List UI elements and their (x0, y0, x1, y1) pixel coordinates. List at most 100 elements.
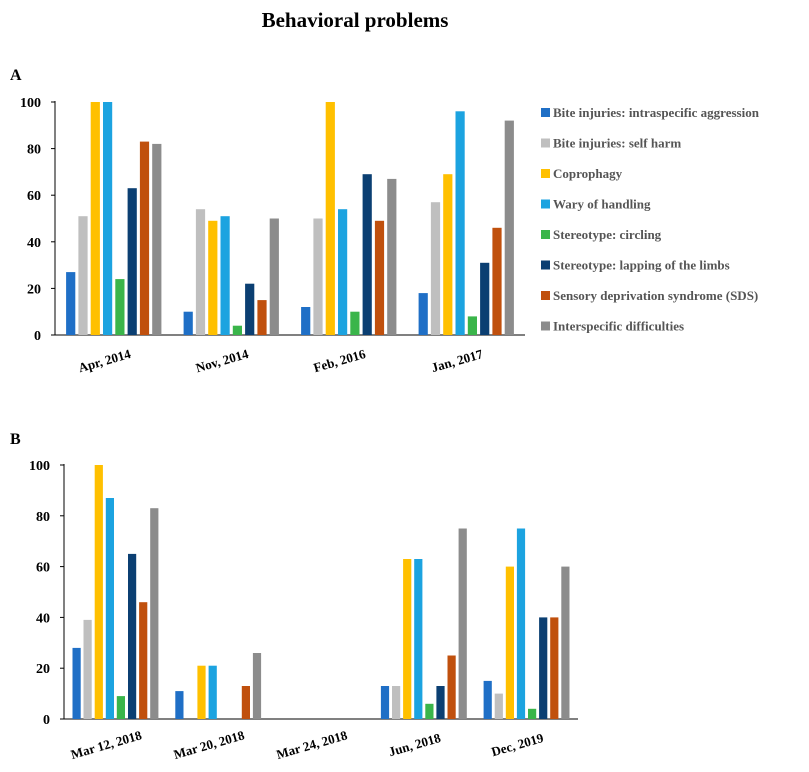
bar-sensory-deprivation-syndrome-sds-nov-2014 (257, 300, 267, 335)
bar-stereotype-lapping-of-the-limbs-feb-2016 (362, 174, 372, 335)
legend-swatch-bite-injuries-self-harm (541, 138, 550, 148)
x-category-label: Jan, 2017 (430, 346, 485, 375)
bar-sensory-deprivation-syndrome-sds-jun-2018 (447, 655, 456, 719)
y-tick-label: 20 (27, 282, 41, 297)
panel-a-chart: 0 20 40 60 80 100 Apr, 2014 Nov, 2014 Feb, 2016 J… (20, 96, 525, 375)
bar-coprophagy-dec-2019 (505, 566, 514, 719)
bar-stereotype-circling-mar-12-2018 (116, 696, 125, 719)
bar-stereotype-lapping-of-the-limbs-jan-2017 (480, 262, 490, 335)
bar-bite-injuries-self-harm-jun-2018 (392, 686, 401, 719)
x-category-label: Dec, 2019 (490, 730, 546, 759)
bar-stereotype-lapping-of-the-limbs-mar-12-2018 (128, 553, 137, 719)
bar-stereotype-circling-dec-2019 (528, 708, 537, 719)
bar-bite-injuries-intraspecific-aggression-jan-2017 (418, 293, 428, 335)
x-category-label: Mar 20, 2018 (172, 727, 247, 762)
bar-stereotype-lapping-of-the-limbs-jun-2018 (436, 686, 445, 719)
legend-label-sensory-deprivation-syndrome-sds: Sensory deprivation syndrome (SDS) (553, 288, 758, 303)
chart-title: Behavioral problems (262, 8, 449, 32)
y-tick-label: 80 (36, 510, 50, 525)
bar-bite-injuries-intraspecific-aggression-apr-2014 (66, 272, 76, 335)
bar-stereotype-lapping-of-the-limbs-apr-2014 (127, 188, 137, 335)
bar-interspecific-difficulties-dec-2019 (561, 566, 570, 719)
bar-wary-of-handling-feb-2016 (338, 209, 348, 335)
bar-coprophagy-mar-20-2018 (197, 665, 206, 719)
y-tick-label: 40 (36, 611, 50, 626)
bar-coprophagy-nov-2014 (208, 220, 218, 335)
legend-label-bite-injuries-self-harm: Bite injuries: self harm (553, 136, 681, 151)
bar-sensory-deprivation-syndrome-sds-dec-2019 (550, 617, 559, 719)
x-category-label: Nov, 2014 (194, 346, 251, 375)
y-tick-label: 80 (27, 143, 41, 158)
bar-stereotype-circling-apr-2014 (115, 279, 125, 335)
bar-interspecific-difficulties-apr-2014 (152, 143, 162, 335)
bar-bite-injuries-intraspecific-aggression-dec-2019 (483, 680, 492, 719)
bar-sensory-deprivation-syndrome-sds-mar-20-2018 (241, 686, 250, 719)
bar-bite-injuries-self-harm-nov-2014 (195, 209, 206, 335)
y-tick-label: 60 (27, 189, 41, 204)
bar-stereotype-circling-feb-2016 (350, 311, 360, 335)
bar-interspecific-difficulties-feb-2016 (387, 178, 397, 335)
y-tick-label: 20 (36, 662, 50, 677)
bar-interspecific-difficulties-mar-20-2018 (252, 653, 262, 719)
bar-bite-injuries-intraspecific-aggression-mar-12-2018 (72, 647, 81, 719)
bar-sensory-deprivation-syndrome-sds-feb-2016 (374, 220, 385, 335)
bar-coprophagy-jun-2018 (403, 559, 412, 719)
y-tick-label: 100 (20, 96, 41, 111)
y-tick-label: 0 (43, 713, 50, 728)
bar-wary-of-handling-apr-2014 (103, 102, 113, 335)
bar-wary-of-handling-nov-2014 (220, 216, 230, 335)
panel-b-label: B (10, 431, 21, 448)
bar-sensory-deprivation-syndrome-sds-mar-12-2018 (139, 602, 148, 719)
bar-interspecific-difficulties-jan-2017 (504, 120, 514, 335)
bar-bite-injuries-self-harm-mar-12-2018 (83, 619, 92, 719)
bar-wary-of-handling-mar-20-2018 (208, 665, 217, 719)
bar-bite-injuries-self-harm-feb-2016 (313, 218, 323, 335)
x-category-label: Mar 12, 2018 (69, 727, 144, 762)
bar-stereotype-lapping-of-the-limbs-nov-2014 (245, 283, 255, 335)
legend-label-coprophagy: Coprophagy (553, 166, 623, 181)
y-tick-label: 0 (34, 329, 41, 344)
y-tick-label: 40 (27, 236, 41, 251)
bar-coprophagy-jan-2017 (443, 174, 453, 335)
panel-b-chart: 0 20 40 60 80 100 Mar 12, 2018 Mar 20, 2018 Mar … (29, 459, 578, 762)
bar-wary-of-handling-mar-12-2018 (105, 498, 114, 719)
legend: Bite injuries: intraspecific aggression B… (541, 105, 760, 334)
legend-swatch-wary-of-handling (541, 199, 550, 209)
legend-label-bite-injuries-intraspecific-aggression: Bite injuries: intraspecific aggression (553, 105, 760, 120)
bar-bite-injuries-self-harm-dec-2019 (494, 693, 503, 719)
legend-label-wary-of-handling: Wary of handling (553, 197, 651, 212)
bar-stereotype-circling-jun-2018 (425, 703, 434, 719)
legend-swatch-stereotype-lapping-of-the-limbs (541, 260, 550, 270)
bar-interspecific-difficulties-nov-2014 (269, 218, 279, 335)
bar-bite-injuries-self-harm-apr-2014 (78, 216, 88, 335)
legend-swatch-bite-injuries-intraspecific-aggression (541, 108, 550, 117)
bar-wary-of-handling-jan-2017 (455, 111, 465, 335)
bar-coprophagy-mar-12-2018 (94, 465, 103, 719)
legend-swatch-coprophagy (541, 169, 550, 178)
legend-label-stereotype-circling: Stereotype: circling (553, 227, 662, 242)
bar-stereotype-circling-nov-2014 (232, 325, 242, 335)
bar-coprophagy-feb-2016 (325, 102, 335, 335)
bar-bite-injuries-intraspecific-aggression-feb-2016 (301, 307, 311, 335)
bar-sensory-deprivation-syndrome-sds-apr-2014 (139, 141, 150, 335)
bar-interspecific-difficulties-jun-2018 (458, 528, 467, 719)
x-category-label: Feb, 2016 (312, 346, 368, 375)
y-tick-label: 100 (29, 459, 50, 474)
bar-coprophagy-apr-2014 (90, 102, 100, 335)
legend-swatch-stereotype-circling (541, 230, 550, 239)
legend-swatch-interspecific-difficulties (541, 321, 550, 331)
legend-label-interspecific-difficulties: Interspecific difficulties (553, 319, 684, 334)
bar-wary-of-handling-jun-2018 (414, 559, 423, 719)
bar-bite-injuries-self-harm-jan-2017 (430, 202, 441, 335)
x-category-label: Mar 24, 2018 (275, 727, 350, 762)
x-category-label: Apr, 2014 (77, 346, 133, 375)
x-category-label: Jun, 2018 (387, 730, 443, 759)
bar-interspecific-difficulties-mar-12-2018 (150, 508, 159, 719)
bar-bite-injuries-intraspecific-aggression-jun-2018 (380, 686, 390, 719)
bar-bite-injuries-intraspecific-aggression-nov-2014 (183, 311, 193, 335)
legend-label-stereotype-lapping-of-the-limbs: Stereotype: lapping of the limbs (553, 258, 730, 273)
y-tick-label: 60 (36, 561, 50, 576)
panel-a-label: A (10, 67, 22, 84)
bar-stereotype-circling-jan-2017 (467, 316, 477, 335)
